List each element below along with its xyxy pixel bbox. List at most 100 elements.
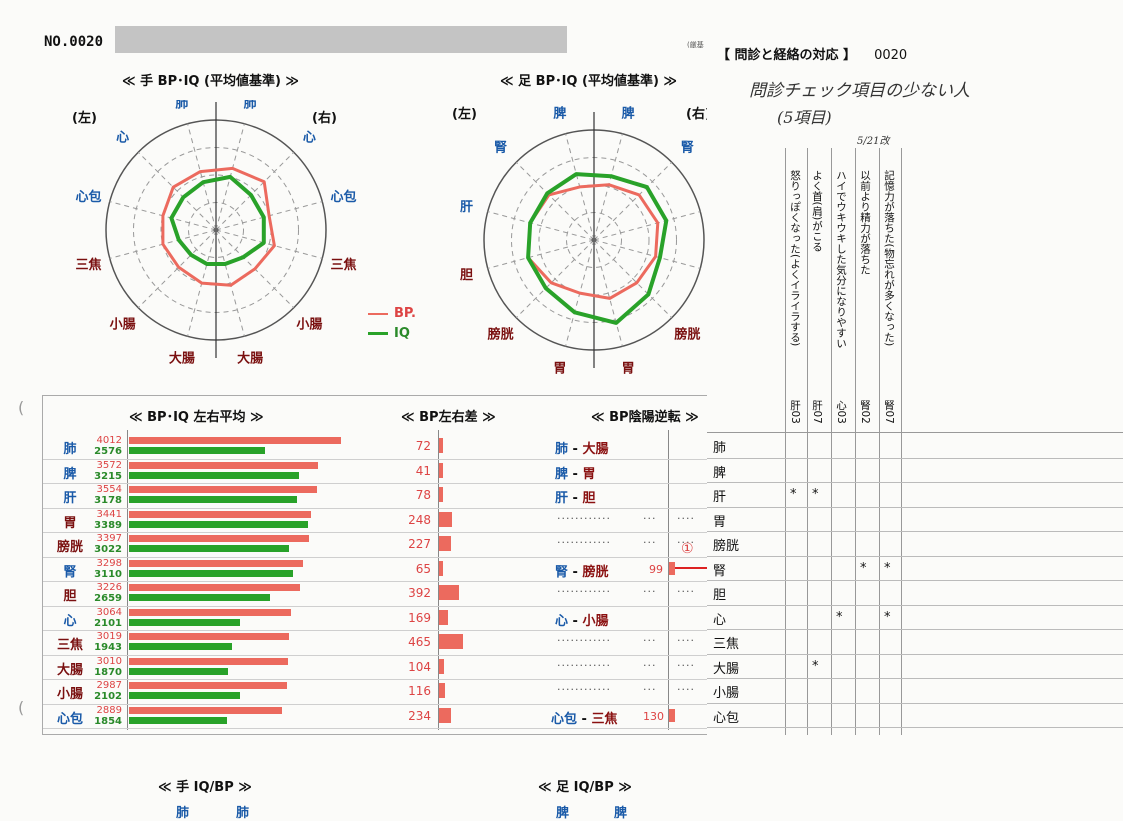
check-star: * [884,609,891,625]
organ-label: 膀胱 [713,539,740,554]
lr-diff-value: 41 [415,463,431,478]
lr-diff-value: 104 [408,659,431,674]
axis-label: 脾 [622,105,635,121]
axis-label: 腎 [681,141,694,156]
axis-label: 大腸 [169,351,195,367]
avg-section-title: ≪ BP･IQ 左右平均 ≫ [129,410,264,425]
reversal-value: 99 [649,562,663,576]
iq-value: 1854 [94,715,122,727]
placeholder-dots: ···· [677,511,695,525]
organ-label: 心 [63,613,77,629]
question-text: 記憶力が落ちた(物忘れが多くなった) [883,170,895,347]
axis-label: 肝 [460,200,473,215]
interview-meridian-table: 【 問診と経絡の対応 】 0020 (厳基 問診チェック項目の少ない人 (5項目)… [687,40,1123,740]
yin-organ: 脾 [555,466,569,482]
axis-label: 膀胱 [673,326,700,342]
series-bp-line [526,183,660,300]
iq-value: 1943 [94,642,122,653]
reversal-bar [669,708,675,722]
yang-organ: 大腸 [582,442,609,457]
organ-label: 小腸 [713,686,740,701]
organ-label: 小腸 [56,687,83,702]
bp-bar [129,682,287,689]
lr-diff-bar [439,511,452,527]
yang-organ: 膀胱 [582,564,609,580]
table-row: 肺 [707,433,1123,459]
grid-spoke [593,211,701,241]
organ-label: 肺 [713,441,727,456]
bp-value: 4012 [96,435,122,446]
reversal-value: 130 [643,709,664,723]
series-iq-line [526,172,669,325]
meridian-code: 肝07 [811,400,823,424]
axis-line [668,430,669,730]
bp-bar [129,633,289,640]
series-bp-line [161,166,276,287]
column-divider [831,148,832,735]
placeholder-dots: ···· [677,585,695,598]
bp-bar [129,584,300,591]
axis-label: 三焦 [330,257,356,273]
organ-label: 胆 [63,589,77,604]
bottom-foot-label: 脾 [614,806,628,821]
hand-left-label: (左) [72,111,97,126]
bp-bar [129,486,317,493]
marker-line [675,567,715,569]
hand-chart-title: ≪ 手 BP･IQ (平均値基準) ≫ [122,74,300,89]
center-dot [213,227,219,233]
yang-organ: 三焦 [591,711,618,727]
meridian-code: 腎02 [859,400,871,424]
placeholder-dots: ············ [557,511,611,525]
meridian-code: 心03 [835,400,847,424]
axis-label: 大腸 [237,351,263,367]
bp-bar [129,437,341,444]
axis-label: 膀胱 [487,326,514,342]
placeholder-dots: ············ [557,536,611,549]
lr-diff-bar [439,585,460,600]
lr-diff-value: 72 [415,439,431,453]
lr-diff-value: 116 [408,684,431,698]
table-row: 肝 * * [707,482,1123,508]
yin-organ: 心包 [551,711,578,727]
axis-label: 三焦 [75,257,101,273]
bottom-hand-label: 肺 [176,806,190,821]
lr-diff-bar [439,707,452,723]
yin-yang-pair: 心包 - 三焦 [551,711,618,727]
lr-diff-bar [439,560,443,576]
iq-bar [129,667,228,675]
organ-label: 胆 [713,588,727,603]
diff-section-title: ≪ BP左右差 ≫ [401,410,496,425]
lr-diff-bar [439,634,463,649]
organ-row: 肺 4012 2576 72 肺 - 大腸 [43,434,715,460]
iq-value: 2576 [94,446,122,457]
organ-label: 大腸 [56,662,83,678]
column-divider [901,148,902,735]
organ-row: 肝 3554 3178 78 肝 - 胆 [43,483,715,509]
placeholder-dots: ··· [643,658,657,672]
bp-bar [129,510,311,518]
placeholder-dots: ··· [643,585,657,598]
axis-label: 心包 [75,189,101,205]
placeholder-dots: ············ [557,683,611,696]
table-row: 脾 [707,458,1123,483]
lr-diff-value: 227 [408,537,431,551]
table-rule [707,432,1123,433]
table-rows: 肺脾肝 * * 胃膀胱腎 * * 胆心 * * 三焦 大腸 * 小腸 心包 [707,433,1123,733]
organ-label: 心 [713,612,727,628]
organ-row: 心包 2889 1854 234 心包 - 三焦 130 [43,704,715,729]
organ-label: 胃 [713,514,727,530]
lr-diff-bar [439,683,445,698]
yin-yang-pair: 肝 - 胆 [555,491,596,506]
check-star: * [884,560,891,576]
axis-label: 肺 [244,100,257,111]
binder-hole-mark: ( [18,698,25,717]
axis-label: 胆 [460,268,473,283]
bp-bar [129,657,289,665]
placeholder-dots: ··· [643,536,657,549]
bp-value: 3298 [96,557,122,569]
table-row: 心 * * [707,605,1123,630]
column-divider [879,148,880,735]
organ-row: 胃 3441 3389 248 ············ ··· ···· [43,508,715,533]
organ-label: 心包 [713,710,740,726]
grid-spoke [515,239,595,319]
